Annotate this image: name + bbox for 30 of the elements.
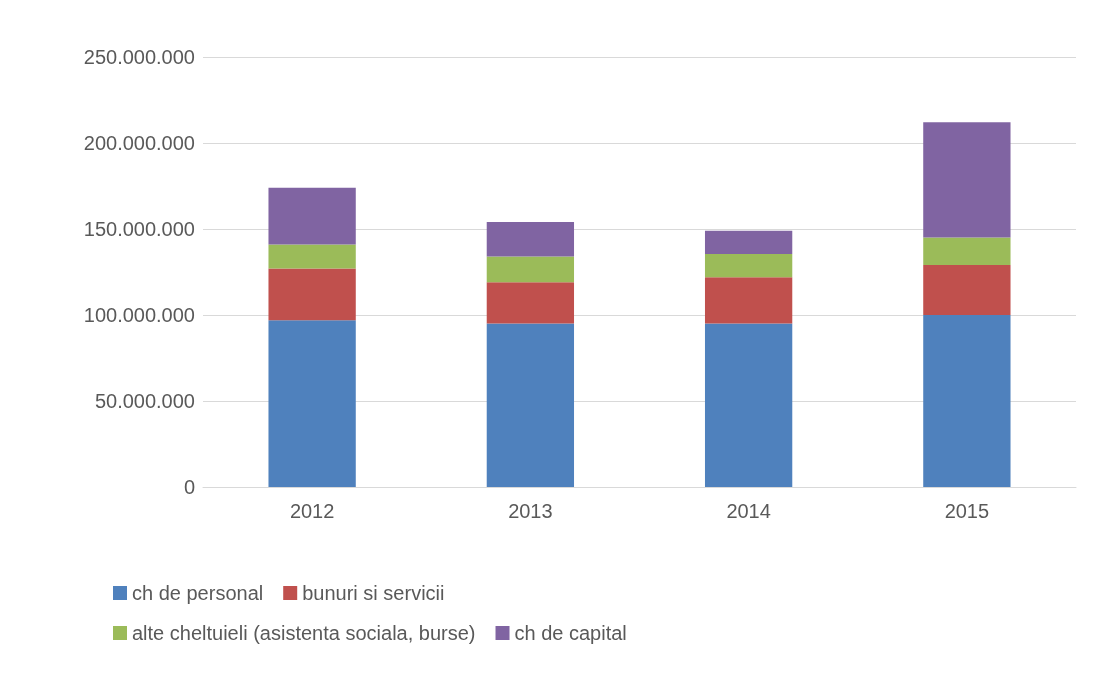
bar xyxy=(704,230,793,254)
bar xyxy=(268,268,356,321)
bar xyxy=(923,315,1011,487)
y-tick-label: 150.000.000 xyxy=(83,218,195,240)
bar xyxy=(268,244,356,269)
x-tick-label: 2015 xyxy=(944,500,990,522)
legend-label: bunuri si servicii xyxy=(302,582,445,604)
bar xyxy=(923,237,1011,266)
y-tick-label: 0 xyxy=(183,476,195,498)
y-tick-label: 100.000.000 xyxy=(83,304,195,326)
y-tick-label: 50.000.000 xyxy=(94,390,195,412)
legend-label: alte cheltuieli (asistenta sociala, burse) xyxy=(132,622,476,644)
bar xyxy=(486,222,575,257)
bar xyxy=(268,320,356,487)
bar xyxy=(486,282,575,324)
bar xyxy=(923,265,1011,315)
y-tick-label: 200.000.000 xyxy=(83,132,195,154)
legend-label: ch de personal xyxy=(132,582,264,604)
bar xyxy=(486,256,575,283)
bar xyxy=(704,277,793,324)
y-tick-label: 250.000.000 xyxy=(83,46,195,68)
x-tick-label: 2014 xyxy=(726,500,771,522)
bar xyxy=(704,253,793,278)
x-tick-label: 2012 xyxy=(289,500,335,522)
bar xyxy=(486,323,575,487)
bar xyxy=(923,122,1011,238)
bar xyxy=(268,187,356,245)
x-tick-label: 2013 xyxy=(508,500,553,522)
legend-label: ch de capital xyxy=(514,622,627,644)
bar xyxy=(704,323,793,487)
